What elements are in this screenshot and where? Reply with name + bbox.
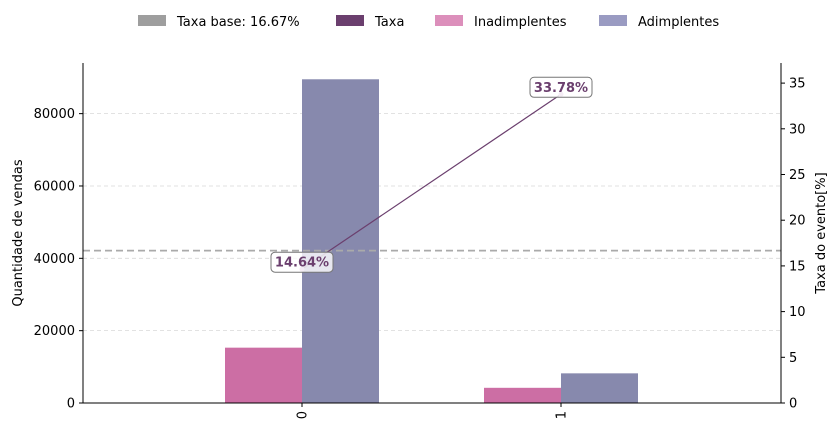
legend-label-0: Taxa base: 16.67% [176,15,300,30]
y-tick-label: 20000 [34,324,75,339]
x-tick-label: 1 [555,411,570,419]
y2-tick-label: 30 [789,122,806,137]
y-tick-label: 80000 [34,107,75,122]
rate-label-1: 33.78% [534,81,588,96]
y-axis-label: Quantidade de vendas [11,159,26,307]
legend-swatch-1 [336,15,364,26]
y2-tick-label: 25 [789,168,806,183]
rate-label-box-0 [270,251,334,273]
axes: 0 20000 40000 60000 80000 0 5 10 15 20 25 30 35 0 1 Qua… [11,63,829,419]
y-tick-label: 0 [67,397,75,412]
y-tick-label: 60000 [34,179,75,194]
y2-axis-label: Taxa do evento[%] [814,172,829,294]
legend-swatch-0 [138,15,166,26]
y2-tick-label: 20 [789,214,806,229]
rate-line [301,93,562,270]
legend-swatch-3 [599,15,627,26]
y2-tick-label: 0 [789,397,797,412]
y2-tick-label: 35 [789,77,806,92]
bar-inadimplentes-0 [225,347,302,403]
legend-label-3: Adimplentes [638,15,719,30]
y-tick-label: 40000 [34,252,75,267]
legend-label-2: Inadimplentes [474,15,567,30]
y2-tick-label: 5 [789,351,797,366]
legend-label-1: Taxa [374,15,404,30]
bars [225,79,638,403]
y2-tick-label: 10 [789,305,806,320]
x-tick-label: 0 [296,411,311,419]
bar-inadimplentes-1 [484,387,561,403]
legend-swatch-2 [435,15,463,26]
rate-label-box-1 [529,76,593,98]
legend: Taxa base: 16.67% Taxa Inadimplentes Adimpl… [138,15,719,30]
rate-label-0: 14.64% [275,256,329,271]
grid-lines [83,113,781,332]
bar-adimplentes-1 [561,373,638,403]
bar-adimplentes-0 [302,79,379,403]
y2-tick-label: 15 [789,259,806,274]
rate-line-group: 14.64% 33.78% [270,76,593,273]
